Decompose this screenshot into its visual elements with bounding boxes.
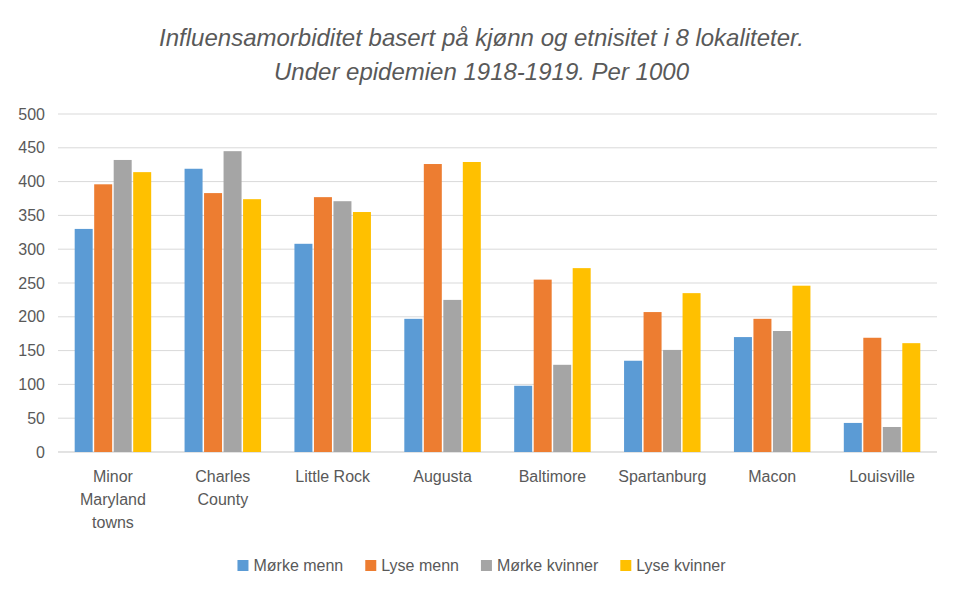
subtitle: Under epidemien 1918-1919. Per 1000: [274, 58, 690, 85]
bar: [773, 331, 791, 452]
bar: [314, 197, 332, 452]
bar: [443, 300, 461, 452]
x-tick-label-line: Charles: [195, 468, 250, 485]
bar: [792, 286, 810, 452]
bar: [94, 184, 112, 452]
bar: [114, 160, 132, 452]
bar: [902, 343, 920, 452]
x-tick-label-line: Minor: [93, 468, 134, 485]
y-tick-label: 50: [27, 410, 45, 427]
bar: [204, 193, 222, 452]
bar: [683, 293, 701, 452]
legend-swatch: [365, 560, 376, 571]
x-tick-label: Macon: [748, 468, 796, 485]
legend-swatch: [481, 560, 492, 571]
legend-label: Lyse kvinner: [636, 557, 726, 574]
y-tick-label: 400: [18, 173, 45, 190]
x-tick-label: Minor Maryland towns: [80, 468, 146, 531]
x-tick-label: Augusta: [413, 468, 472, 485]
bar: [663, 350, 681, 452]
bar: [75, 229, 93, 452]
y-tick-label: 250: [18, 275, 45, 292]
bar: [243, 199, 261, 452]
bar: [333, 201, 351, 452]
bar: [353, 212, 371, 452]
x-tick-label-line: Spartanburg: [618, 468, 706, 485]
title: Influensamorbiditet basert på kjønn og e…: [159, 24, 804, 51]
x-tick-label: Charles County: [195, 468, 250, 508]
bar: [753, 319, 771, 452]
x-tick-label-line: County: [197, 491, 248, 508]
bar: [553, 365, 571, 452]
x-tick-label-line: Maryland: [80, 491, 146, 508]
y-tick-label: 300: [18, 241, 45, 258]
bar: [133, 172, 151, 452]
x-tick-label-line: Little Rock: [295, 468, 371, 485]
x-tick-label: Louisville: [849, 468, 915, 485]
y-tick-label: 350: [18, 207, 45, 224]
x-tick-label-line: Augusta: [413, 468, 472, 485]
bar: [734, 337, 752, 452]
legend-swatch: [237, 560, 248, 571]
bar: [185, 169, 203, 452]
y-tick-label: 150: [18, 342, 45, 359]
bar: [294, 244, 312, 452]
bar: [424, 164, 442, 452]
bar: [644, 312, 662, 452]
y-tick-label: 0: [36, 444, 45, 461]
bars: [75, 151, 921, 452]
x-tick-label-line: towns: [92, 514, 134, 531]
y-tick-label: 500: [18, 106, 45, 123]
background: [0, 0, 963, 595]
x-tick-label-line: Macon: [748, 468, 796, 485]
bar: [224, 151, 242, 452]
bar: [863, 338, 881, 452]
x-tick-label-line: Louisville: [849, 468, 915, 485]
grid-line: [58, 147, 937, 148]
legend: Mørke menn Lyse menn Mørke kvinner Lyse kvi…: [237, 557, 726, 574]
bar: [573, 268, 591, 452]
bar: [624, 361, 642, 452]
y-tick-label: 450: [18, 139, 45, 156]
bar: [404, 319, 422, 452]
bar: [514, 386, 532, 452]
y-tick-label: 100: [18, 376, 45, 393]
y-tick-label: 200: [18, 308, 45, 325]
bar: [534, 280, 552, 452]
legend-label: Mørke kvinner: [497, 557, 599, 574]
x-tick-label: Baltimore: [519, 468, 587, 485]
bar: [463, 162, 481, 452]
x-tick-label-line: Baltimore: [519, 468, 587, 485]
legend-swatch: [620, 560, 631, 571]
grid-line: [58, 114, 937, 115]
legend-label: Lyse menn: [381, 557, 459, 574]
bar: [844, 423, 862, 452]
chart: Influensamorbiditet basert på kjønn og e…: [0, 0, 963, 595]
bar: [883, 427, 901, 452]
x-tick-label: Little Rock: [295, 468, 371, 485]
legend-label: Mørke menn: [253, 557, 343, 574]
x-tick-label: Spartanburg: [618, 468, 706, 485]
